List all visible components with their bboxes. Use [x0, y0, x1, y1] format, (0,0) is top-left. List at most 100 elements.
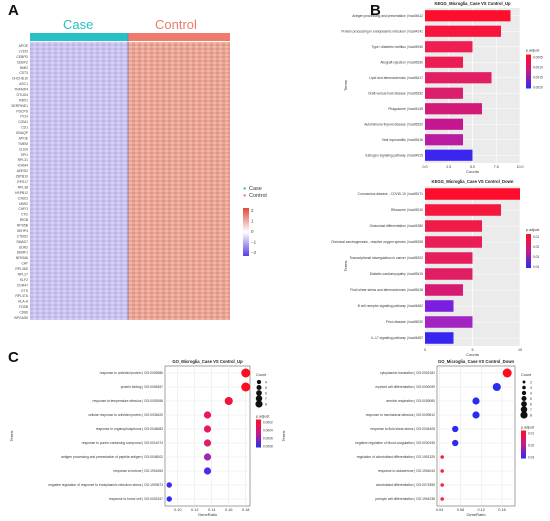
- category-label: Fluid shear stress and atherosclerosis |…: [350, 288, 423, 292]
- gene-label: APOE: [19, 136, 29, 140]
- gene-label: CLEN: [19, 147, 29, 151]
- gene-label-column: APOELYZ/DCEBPDCEBPZBMI2CST3CHCHD10ASC1TN…: [11, 44, 29, 320]
- category-label: pericyte cell differentiation | GO:19042…: [375, 497, 435, 501]
- category-label: B cell receptor signaling pathway | hsa0…: [358, 304, 424, 308]
- category-label: response to tumor cell | GO:0002347: [109, 497, 163, 501]
- x-tick-label: 0.16: [225, 508, 232, 512]
- gene-label: CD1: [21, 126, 28, 130]
- size-legend-label: 7: [530, 408, 532, 412]
- gene-label: CGM1: [18, 120, 28, 124]
- bar: [425, 25, 501, 37]
- gene-label: CDR47: [17, 283, 28, 287]
- x-tick-label: 0.14: [208, 508, 215, 512]
- chart-title: GO_Microglia_Case VS Control_Up: [172, 359, 243, 364]
- gene-label: IRGB: [20, 218, 29, 222]
- size-legend-dot: [256, 379, 262, 385]
- gene-label: BMI2: [20, 66, 28, 70]
- size-legend-dot: [256, 390, 262, 396]
- y-axis-label: Terms: [9, 431, 14, 442]
- bar: [425, 41, 473, 53]
- legend-case-entry: ●: [243, 186, 246, 192]
- go-up-dot-plot: GO_Microglia_Case VS Control_Up 0.10 0.12 0…: [9, 359, 273, 517]
- gene-label: RPL36S: [15, 267, 28, 271]
- data-point: [203, 411, 212, 419]
- gene-label: SPI1: [21, 153, 28, 157]
- size-legend-label: 2: [530, 380, 532, 384]
- x-axis-label: Counts: [466, 352, 479, 357]
- x-tick-label: 0.10: [174, 508, 181, 512]
- gene-label: ITCH: [20, 115, 28, 119]
- gene-label: ZBTB10: [16, 175, 29, 179]
- legend-tick-label: 0.0020: [533, 86, 543, 90]
- data-point: [452, 425, 459, 433]
- legend-control-label: Control: [249, 193, 267, 199]
- size-legend-dot: [255, 395, 263, 402]
- x-tick-label: 0.12: [478, 508, 485, 512]
- category-label: Autoimmune thyroid disease | hsa05320: [364, 122, 423, 126]
- size-legend-label: 4: [530, 391, 532, 395]
- kegg-up-bar-chart: KEGG_Microglia_Case VS Control_Up 0.0 2.5 5…: [341, 1, 543, 174]
- color-legend-bar: [521, 430, 526, 459]
- bar: [425, 149, 473, 161]
- category-label: cellular response to unfolded protein | …: [88, 413, 163, 417]
- y-axis-label: Terms: [343, 261, 348, 272]
- size-legend-dot: [256, 384, 262, 391]
- x-tick-label: 0.0: [423, 165, 428, 169]
- category-label: Transcriptional misregulation in cancer …: [350, 256, 424, 260]
- gene-label: CST3: [19, 71, 28, 75]
- gene-label: APOE: [19, 44, 29, 48]
- data-point: [502, 368, 512, 378]
- category-label: response to unfolded protein | GO:000698…: [100, 371, 164, 375]
- bar: [425, 252, 473, 264]
- gene-label: GNAQP: [16, 131, 29, 135]
- category-label: Antigen processing and presentation | hs…: [352, 14, 423, 18]
- gene-label: HLA-A: [18, 300, 29, 304]
- category-label: negative regulation of blood coagulation…: [355, 441, 435, 445]
- legend-colorbar: [526, 234, 531, 268]
- x-tick-label: 10: [518, 348, 522, 352]
- color-legend-bar: [256, 419, 261, 448]
- colorbar-tick-label: 1: [251, 219, 254, 224]
- legend-tick-label: 0.03: [533, 255, 539, 259]
- gene-label: FOSB: [19, 305, 29, 309]
- category-label: Lipid and atherosclerosis | hsa05417: [369, 76, 423, 80]
- control-annotation-bar: [128, 33, 230, 41]
- color-legend-title: p.adjust: [521, 426, 535, 430]
- category-label: Prion disease | hsa05020: [386, 320, 423, 324]
- x-tick-label: 5.0: [470, 165, 475, 169]
- gene-label: RPL38: [18, 185, 28, 189]
- data-point: [472, 411, 480, 419]
- category-label: Ribosome | hsa03010: [391, 208, 423, 212]
- colorbar-tick-label: −2: [251, 250, 257, 255]
- color-legend-tick: 0.03: [528, 456, 534, 460]
- size-legend-dot: [521, 390, 527, 396]
- legend-tick-label: 0.0010: [533, 66, 543, 70]
- color-legend-title: p.adjust: [256, 415, 270, 419]
- gene-label: RPL27: [18, 272, 28, 276]
- category-label: Diabetic cardiomyopathy | hsa05415: [370, 272, 423, 276]
- y-axis-label: Terms: [343, 80, 348, 91]
- color-legend-tick: 0.0002: [263, 421, 273, 425]
- color-legend-tick: 0.02: [528, 444, 534, 448]
- x-tick-label: 2.5: [446, 165, 451, 169]
- gene-label: CTBD2: [17, 234, 28, 238]
- category-label: antigen processing and presentation of p…: [61, 455, 163, 459]
- category-label: Viral myocarditis | hsa05416: [382, 138, 423, 142]
- bar: [425, 268, 473, 280]
- colorbar-tick-label: 2: [251, 208, 254, 213]
- data-point: [440, 497, 445, 501]
- bar: [425, 284, 463, 296]
- gene-label: CXBCI: [18, 196, 28, 200]
- category-label: Coronavirus disease - COVID-19 | hsa0517…: [358, 192, 424, 196]
- category-label: response to purine-containing compound |…: [82, 441, 163, 445]
- go-down-dot-plot: GO_Microglia_Case VS Control_Down 0.04 0.0…: [281, 359, 535, 517]
- bar: [425, 220, 482, 232]
- kegg-down-bar-chart: KEGG_Microglia_Case VS Control_Down 0 5 10 C…: [331, 179, 540, 357]
- case-header: Case: [63, 17, 93, 32]
- gene-label: TMEM: [18, 142, 28, 146]
- category-label: protein folding | GO:0006457: [121, 385, 163, 389]
- bar: [425, 332, 454, 344]
- panel-label-b: B: [370, 2, 381, 19]
- bar: [425, 134, 463, 146]
- x-tick-label: 10.0: [517, 165, 524, 169]
